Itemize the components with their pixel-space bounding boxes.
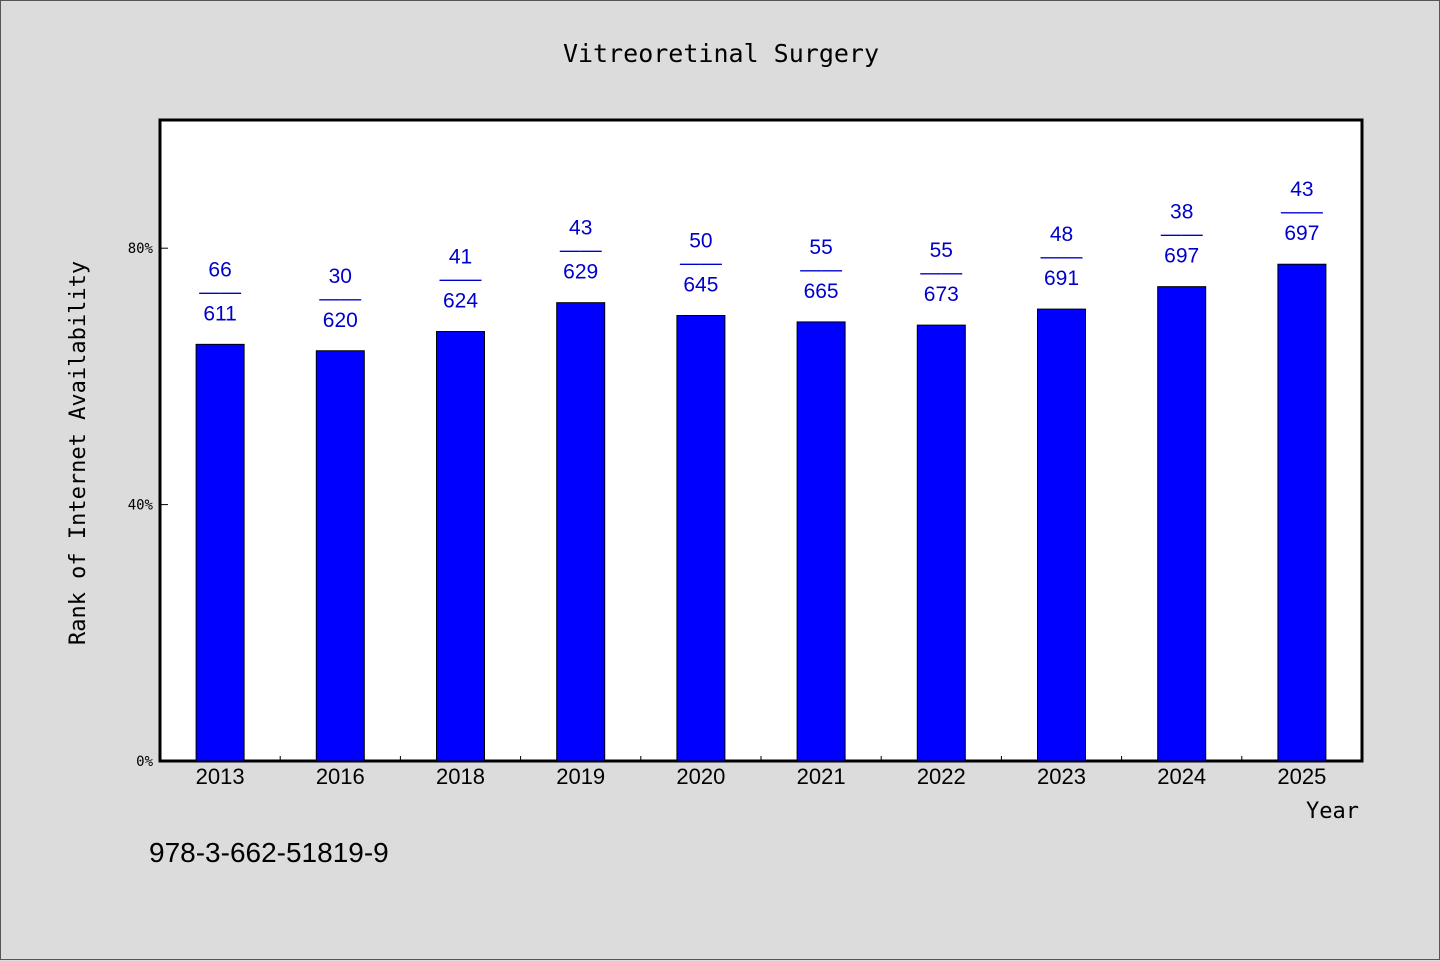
x-axis: 2013 2016 2018 2019 2020 2021 2022 2023 2024 2025 — [196, 756, 1326, 789]
data-label-separator-2023: —— — [1041, 245, 1083, 268]
bar-2022 — [916, 324, 966, 762]
x-axis-label: Year — [1306, 799, 1359, 824]
bar-2013 — [195, 343, 245, 762]
data-label-top-2022: 55 — [930, 239, 953, 262]
data-label-bottom-2016: 620 — [323, 309, 358, 332]
y-axis-label: Rank of Internet Availability — [66, 261, 91, 645]
x-tick-label-2019: 2019 — [556, 764, 605, 789]
data-label-top-2021: 55 — [809, 236, 832, 259]
data-label-bottom-2019: 629 — [563, 261, 598, 284]
data-label-bottom-2023: 691 — [1044, 267, 1079, 290]
data-label-top-2013: 66 — [208, 258, 231, 281]
data-label-bottom-2020: 645 — [683, 274, 718, 297]
x-tick-label-2025: 2025 — [1277, 764, 1326, 789]
y-tick-label-40: 40% — [128, 498, 154, 514]
y-tick-label-0: 0% — [136, 754, 153, 770]
bar-2024 — [1157, 286, 1207, 762]
x-tick-label-2023: 2023 — [1037, 764, 1086, 789]
data-label-bottom-2022: 673 — [924, 283, 959, 306]
data-label-separator-2019: —— — [560, 239, 602, 262]
data-label-separator-2018: —— — [440, 268, 482, 291]
bars-group — [195, 263, 1327, 762]
data-label-separator-2013: —— — [199, 280, 241, 303]
bar-2025 — [1277, 263, 1327, 762]
data-label-top-2016: 30 — [329, 265, 352, 288]
x-tick-label-2018: 2018 — [436, 764, 485, 789]
isbn-label: 978-3-662-51819-9 — [149, 837, 389, 868]
data-label-separator-2016: —— — [319, 287, 361, 310]
bar-2018 — [436, 331, 485, 762]
data-label-top-2018: 41 — [449, 246, 472, 269]
y-tick-label-80: 80% — [128, 241, 154, 257]
bar-2020 — [676, 315, 726, 762]
bar-2021 — [796, 321, 846, 762]
bar-2023 — [1037, 308, 1086, 762]
y-axis: 0% 40% 80% — [128, 241, 168, 770]
data-label-separator-2025: —— — [1281, 200, 1323, 223]
x-tick-label-2022: 2022 — [917, 764, 966, 789]
data-labels-group: 66——61130——62041——62443——62950——64555——6… — [199, 178, 1323, 332]
data-label-separator-2020: —— — [680, 252, 722, 275]
x-tick-label-2016: 2016 — [316, 764, 365, 789]
data-label-bottom-2013: 611 — [203, 302, 236, 325]
data-label-separator-2022: —— — [920, 261, 962, 284]
bar-2019 — [556, 302, 606, 762]
data-label-top-2019: 43 — [569, 217, 592, 240]
data-label-bottom-2024: 697 — [1164, 245, 1199, 268]
data-label-bottom-2025: 697 — [1284, 222, 1319, 245]
data-label-separator-2021: —— — [800, 258, 842, 281]
data-label-bottom-2018: 624 — [443, 290, 478, 313]
data-label-top-2025: 43 — [1290, 178, 1313, 201]
x-tick-label-2021: 2021 — [797, 764, 846, 789]
data-label-top-2023: 48 — [1050, 223, 1073, 246]
data-label-top-2024: 38 — [1170, 201, 1193, 224]
x-tick-label-2013: 2013 — [196, 764, 245, 789]
data-label-separator-2024: —— — [1161, 223, 1203, 246]
x-tick-label-2020: 2020 — [676, 764, 725, 789]
x-tick-label-2024: 2024 — [1157, 764, 1206, 789]
chart-title: Vitreoretinal Surgery — [563, 39, 879, 68]
bar-2016 — [315, 350, 365, 762]
data-label-bottom-2021: 665 — [804, 280, 839, 303]
data-label-top-2020: 50 — [689, 230, 712, 253]
